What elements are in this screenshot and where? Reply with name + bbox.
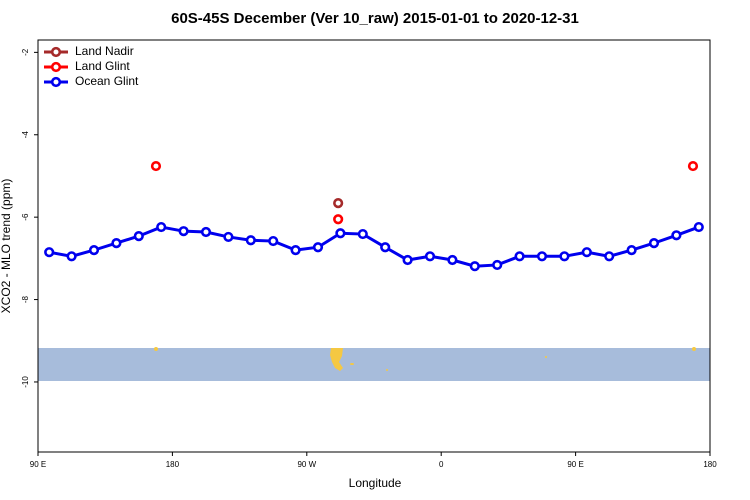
point	[447, 254, 458, 266]
point	[357, 228, 368, 240]
y-tick-label: -2	[21, 48, 30, 56]
x-tick-label: 90 E	[567, 460, 583, 469]
legend-label: Land Nadir	[75, 44, 134, 58]
point	[671, 230, 682, 241]
point	[693, 221, 704, 233]
land	[545, 356, 547, 358]
point	[223, 231, 234, 243]
point	[469, 261, 480, 272]
x-tick-label: 0	[439, 460, 444, 469]
point	[133, 231, 144, 242]
land	[350, 363, 354, 365]
point	[178, 226, 189, 237]
land	[330, 348, 343, 371]
point	[536, 251, 548, 262]
point	[290, 245, 301, 256]
point	[333, 214, 344, 225]
x-tick-label: 90 E	[30, 460, 46, 469]
point	[402, 254, 413, 266]
point	[66, 251, 77, 262]
point	[559, 251, 570, 262]
land	[154, 347, 158, 351]
point	[88, 245, 100, 256]
point	[156, 221, 167, 233]
y-tick-label: -4	[21, 131, 30, 139]
y-axis-label: XCO2 - MLO trend (ppm)	[0, 179, 13, 314]
series-line	[48, 225, 700, 268]
legend-marker	[50, 61, 62, 73]
map-strip	[38, 347, 710, 381]
chart-title: 60S-45S December (Ver 10_raw) 2015-01-01…	[171, 10, 579, 27]
land	[692, 347, 696, 351]
x-tick-label: 180	[166, 460, 180, 469]
point	[380, 242, 391, 253]
land	[386, 369, 388, 371]
point	[245, 235, 256, 246]
y-tick-label: -6	[21, 213, 30, 221]
x-axis-label: Longitude	[349, 476, 402, 490]
point	[424, 251, 436, 262]
point	[150, 160, 162, 172]
point	[333, 198, 344, 209]
point	[514, 251, 525, 262]
point	[492, 259, 503, 271]
point	[312, 242, 324, 253]
legend-marker	[50, 76, 62, 88]
point	[648, 238, 660, 249]
point	[200, 226, 212, 238]
point	[268, 235, 279, 247]
point	[604, 251, 615, 262]
y-tick-label: -10	[21, 376, 30, 388]
x-tick-label: 90 W	[297, 460, 316, 469]
point	[44, 247, 55, 258]
legend-marker	[50, 46, 62, 58]
point	[111, 238, 122, 249]
x-tick-label: 180	[703, 460, 717, 469]
legend-label: Land Glint	[75, 59, 130, 73]
point	[687, 160, 699, 172]
point	[626, 245, 637, 256]
point	[581, 247, 592, 258]
legend-label: Ocean Glint	[75, 74, 139, 88]
plot-frame	[37, 39, 711, 453]
point	[335, 228, 346, 239]
y-tick-label: -8	[21, 295, 30, 303]
ocean-band	[38, 348, 710, 381]
